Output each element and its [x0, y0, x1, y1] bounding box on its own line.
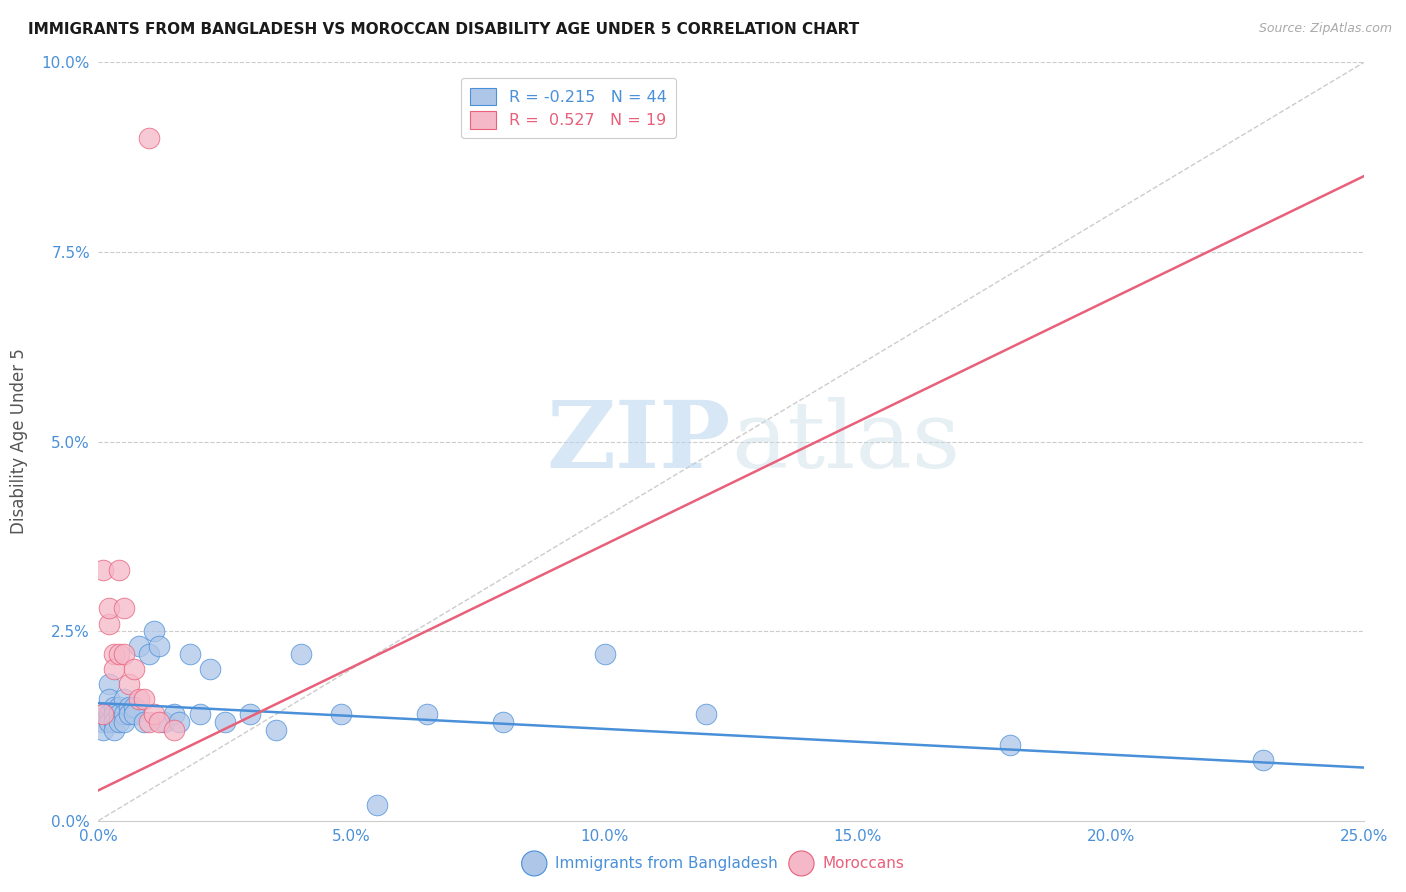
Text: IMMIGRANTS FROM BANGLADESH VS MOROCCAN DISABILITY AGE UNDER 5 CORRELATION CHART: IMMIGRANTS FROM BANGLADESH VS MOROCCAN D…: [28, 22, 859, 37]
Point: [93, 715, 115, 730]
Point: [93, 707, 115, 722]
Point: [118, 699, 141, 714]
Point: [112, 601, 135, 615]
Point: [330, 707, 353, 722]
Point: [132, 715, 155, 730]
Point: [416, 707, 439, 722]
Point: [1251, 753, 1274, 767]
Point: [163, 723, 186, 737]
Point: [132, 692, 155, 706]
Point: [103, 715, 125, 730]
Point: [169, 715, 191, 730]
Point: [214, 715, 236, 730]
Point: [188, 707, 211, 722]
Point: [122, 699, 145, 714]
Point: [107, 564, 129, 578]
Point: [97, 601, 120, 615]
Point: [264, 723, 287, 737]
Point: [118, 707, 141, 722]
Point: [122, 707, 145, 722]
Point: [97, 692, 120, 706]
Text: atlas: atlas: [731, 397, 960, 486]
Point: [112, 707, 135, 722]
Point: [695, 707, 717, 722]
Y-axis label: Disability Age Under 5: Disability Age Under 5: [10, 349, 28, 534]
Point: [122, 662, 145, 676]
Legend: R = -0.215   N = 44, R =  0.527   N = 19: R = -0.215 N = 44, R = 0.527 N = 19: [461, 78, 676, 138]
Point: [103, 723, 125, 737]
Point: [492, 715, 515, 730]
Point: [138, 131, 160, 145]
Point: [198, 662, 221, 676]
Point: [239, 707, 262, 722]
Point: [93, 707, 115, 722]
Point: [290, 647, 312, 661]
Point: [97, 715, 120, 730]
Point: [103, 662, 125, 676]
Point: [107, 647, 129, 661]
Point: [128, 639, 150, 653]
Point: [97, 616, 120, 631]
Point: [112, 692, 135, 706]
Point: [97, 677, 120, 691]
Point: [366, 798, 388, 813]
Point: [112, 715, 135, 730]
Point: [138, 647, 160, 661]
Point: [112, 647, 135, 661]
Point: [118, 677, 141, 691]
Point: [103, 707, 125, 722]
Text: Source: ZipAtlas.com: Source: ZipAtlas.com: [1258, 22, 1392, 36]
Point: [107, 699, 129, 714]
Point: [93, 564, 115, 578]
Point: [179, 647, 201, 661]
Point: [148, 715, 170, 730]
Point: [163, 707, 186, 722]
Point: [143, 624, 166, 639]
Text: Moroccans: Moroccans: [823, 856, 904, 871]
Text: Immigrants from Bangladesh: Immigrants from Bangladesh: [555, 856, 778, 871]
Point: [148, 639, 170, 653]
Point: [93, 723, 115, 737]
Point: [128, 692, 150, 706]
Point: [107, 715, 129, 730]
Point: [143, 707, 166, 722]
Point: [103, 699, 125, 714]
Point: [998, 738, 1021, 752]
Point: [138, 715, 160, 730]
Point: [107, 707, 129, 722]
Point: [103, 647, 125, 661]
Point: [593, 647, 616, 661]
Point: [97, 707, 120, 722]
Point: [153, 715, 176, 730]
Text: ZIP: ZIP: [547, 397, 731, 486]
